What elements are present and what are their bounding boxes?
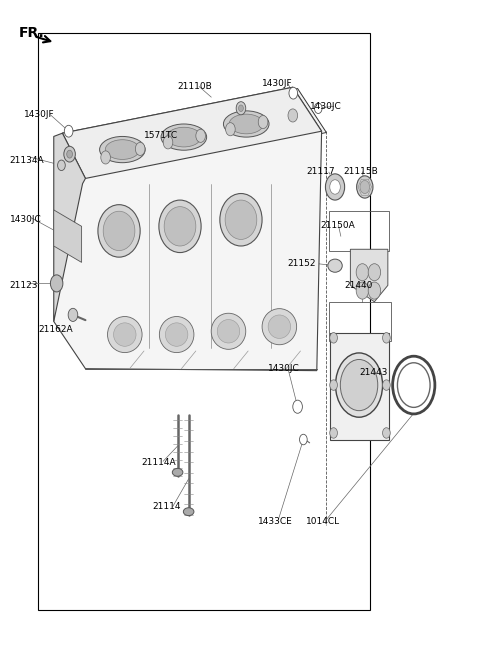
- Ellipse shape: [164, 207, 196, 246]
- Ellipse shape: [336, 353, 383, 417]
- Text: 1014CL: 1014CL: [306, 517, 340, 526]
- Circle shape: [356, 282, 369, 299]
- Circle shape: [293, 400, 302, 413]
- Circle shape: [101, 151, 110, 164]
- Text: 1430JC: 1430JC: [10, 215, 41, 224]
- Circle shape: [163, 136, 173, 149]
- Polygon shape: [54, 210, 82, 262]
- Polygon shape: [54, 133, 85, 321]
- Text: 21150A: 21150A: [321, 220, 355, 230]
- Polygon shape: [330, 333, 389, 440]
- Ellipse shape: [223, 111, 269, 137]
- Circle shape: [288, 109, 298, 122]
- Ellipse shape: [105, 140, 140, 159]
- Ellipse shape: [217, 319, 240, 343]
- Circle shape: [258, 115, 268, 129]
- Polygon shape: [62, 87, 322, 178]
- Ellipse shape: [262, 308, 297, 345]
- Circle shape: [330, 333, 337, 343]
- Circle shape: [196, 129, 205, 142]
- Ellipse shape: [183, 508, 194, 516]
- Ellipse shape: [114, 323, 136, 346]
- Text: 21443: 21443: [359, 368, 387, 377]
- Circle shape: [314, 103, 322, 113]
- Text: 21134A: 21134A: [10, 156, 44, 165]
- Polygon shape: [55, 138, 84, 365]
- Ellipse shape: [340, 359, 378, 411]
- Circle shape: [300, 434, 307, 445]
- Ellipse shape: [167, 127, 201, 147]
- Ellipse shape: [397, 363, 430, 407]
- Circle shape: [50, 275, 63, 292]
- Text: 1433CE: 1433CE: [258, 517, 293, 526]
- Circle shape: [356, 264, 369, 281]
- Ellipse shape: [161, 124, 207, 150]
- Circle shape: [330, 380, 337, 390]
- Circle shape: [383, 333, 390, 343]
- Text: FR.: FR.: [19, 26, 45, 40]
- Circle shape: [383, 380, 390, 390]
- Bar: [38, 33, 370, 610]
- Polygon shape: [54, 87, 322, 371]
- Circle shape: [226, 123, 235, 136]
- Text: 21114: 21114: [153, 502, 181, 511]
- Circle shape: [325, 174, 345, 200]
- Text: 1430JC: 1430JC: [268, 364, 300, 373]
- Text: 21162A: 21162A: [38, 325, 73, 334]
- Text: 21114A: 21114A: [142, 458, 176, 467]
- Polygon shape: [350, 249, 388, 302]
- Bar: [329, 211, 389, 251]
- Circle shape: [236, 102, 246, 115]
- Circle shape: [64, 146, 75, 162]
- Circle shape: [360, 180, 370, 194]
- Circle shape: [357, 176, 373, 198]
- Text: 1430JF: 1430JF: [24, 110, 55, 119]
- Ellipse shape: [100, 136, 145, 163]
- Ellipse shape: [225, 200, 257, 239]
- Ellipse shape: [108, 316, 142, 353]
- Ellipse shape: [103, 211, 135, 251]
- Circle shape: [67, 150, 72, 158]
- Circle shape: [368, 282, 381, 299]
- Ellipse shape: [328, 259, 342, 272]
- Text: 21440: 21440: [345, 281, 373, 290]
- Ellipse shape: [159, 316, 194, 353]
- Text: 21152: 21152: [287, 259, 315, 268]
- Ellipse shape: [229, 114, 264, 134]
- Circle shape: [68, 308, 78, 321]
- Text: 21115B: 21115B: [343, 167, 378, 176]
- Circle shape: [135, 142, 145, 155]
- Circle shape: [58, 160, 65, 171]
- Text: 21110B: 21110B: [178, 82, 212, 91]
- Circle shape: [330, 428, 337, 438]
- Ellipse shape: [172, 468, 183, 476]
- Text: 1430JF: 1430JF: [262, 79, 292, 89]
- Circle shape: [330, 180, 340, 194]
- Circle shape: [239, 105, 243, 112]
- Circle shape: [383, 428, 390, 438]
- Ellipse shape: [220, 194, 262, 246]
- Text: 21123: 21123: [10, 281, 38, 290]
- Text: 1571TC: 1571TC: [144, 131, 178, 140]
- Ellipse shape: [159, 200, 201, 253]
- Ellipse shape: [166, 323, 188, 346]
- Polygon shape: [55, 89, 326, 182]
- Circle shape: [368, 264, 381, 281]
- Text: 21117: 21117: [306, 167, 335, 176]
- Text: 1430JC: 1430JC: [310, 102, 341, 111]
- Ellipse shape: [268, 315, 290, 338]
- Circle shape: [64, 125, 73, 137]
- Ellipse shape: [211, 314, 246, 350]
- Ellipse shape: [98, 205, 140, 257]
- Circle shape: [289, 87, 298, 99]
